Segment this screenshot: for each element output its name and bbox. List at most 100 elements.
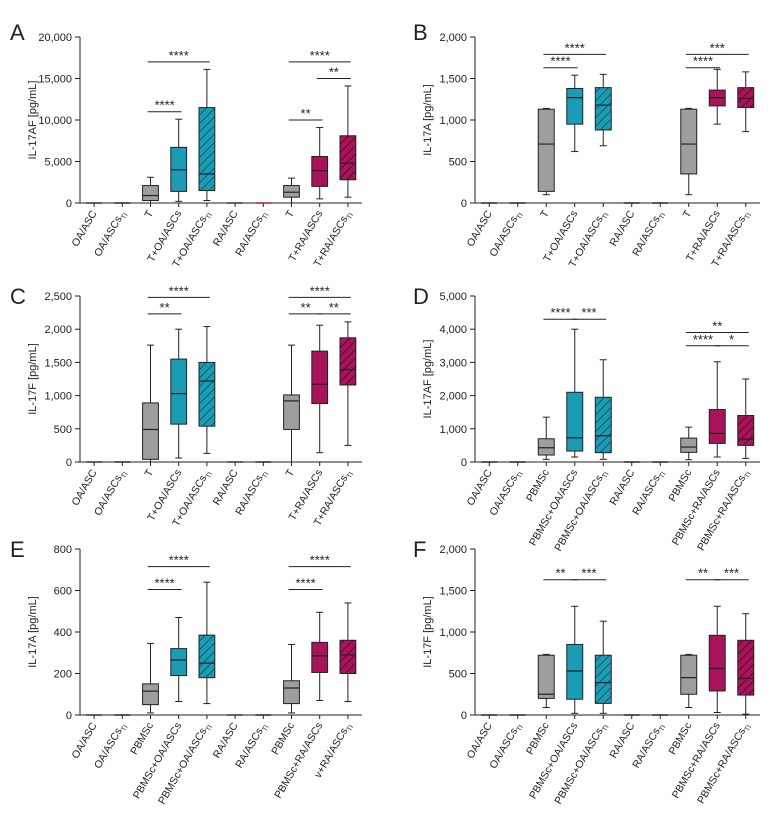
box-body — [283, 394, 300, 430]
box-3 — [537, 107, 555, 196]
x-tick-label: OA/ASC — [465, 720, 495, 761]
box-4 — [566, 74, 584, 153]
y-tick-label: 1,000 — [439, 627, 467, 639]
bracket-stars: * — [729, 332, 734, 347]
x-tick-label: RA/ASC — [607, 467, 637, 507]
bracket-stars: **** — [693, 54, 713, 69]
box-3 — [537, 653, 555, 709]
y-tick-label: 2,000 — [439, 544, 467, 556]
box-body — [680, 437, 698, 453]
box-9 — [708, 361, 726, 458]
x-tick-label: T — [142, 467, 156, 479]
box-body — [537, 654, 555, 699]
bracket-stars: **** — [169, 283, 189, 298]
significance-bracket: **** — [147, 553, 210, 568]
y-tick-label: 2,000 — [439, 391, 467, 403]
x-tick-label: PBMSc — [524, 468, 552, 504]
chart-panel-d: D 0 1,000 2,000 3,000 4,000 5,000 IL-17AF [pg/m… — [413, 284, 760, 554]
x-tick-label: PBMSc — [524, 721, 552, 757]
significance-bracket: * — [714, 332, 749, 347]
y-tick-label: 1,000 — [44, 391, 72, 403]
box-body — [339, 639, 357, 674]
significance-bracket: **** — [147, 48, 210, 63]
y-tick-label: 0 — [66, 710, 72, 722]
box-body — [198, 107, 216, 192]
significance-bracket: *** — [571, 566, 607, 581]
box-5 — [594, 620, 612, 714]
box-5 — [594, 73, 612, 147]
box-body — [566, 643, 584, 700]
bracket-stars: **** — [169, 553, 189, 568]
box-body — [594, 396, 612, 454]
y-axis-label: IL-17A [pg/mL] — [422, 84, 434, 156]
significance-bracket: **** — [288, 48, 351, 63]
box-3 — [142, 642, 159, 714]
box-body — [566, 391, 584, 452]
x-tick-label: PBMSc — [269, 721, 297, 757]
y-tick-label: 0 — [461, 198, 467, 210]
bracket-stars: *** — [724, 566, 739, 581]
y-tick-label: 1,000 — [439, 424, 467, 436]
box-4 — [170, 328, 188, 459]
box-body — [537, 438, 555, 456]
x-tick-label: PBMSc+OA/ASCsTI — [552, 720, 610, 807]
x-tick-label: OA/ASC — [69, 467, 99, 508]
bracket-stars: ** — [329, 65, 339, 80]
box-10 — [339, 602, 357, 703]
x-tick-label: RA/ASC — [211, 208, 241, 248]
significance-bracket: ** — [288, 300, 323, 315]
bracket-stars: **** — [693, 332, 713, 347]
y-tick-label: 20,000 — [38, 32, 72, 44]
y-tick-label: 0 — [461, 710, 467, 722]
significance-bracket: ** — [288, 106, 323, 121]
y-tick-label: 1,500 — [439, 74, 467, 86]
box-10 — [737, 71, 755, 133]
y-tick-label: 600 — [54, 586, 72, 598]
box-body — [594, 654, 612, 704]
chart-panel-b: B 0 500 1,000 1,500 2,000 IL-17A [pg/mL] OA/ASC… — [413, 20, 760, 271]
panel-label: B — [413, 20, 428, 45]
box-9 — [708, 605, 726, 714]
box-8 — [283, 344, 300, 463]
y-tick-label: 800 — [54, 544, 72, 556]
x-tick-label: RA/ASC — [211, 720, 241, 760]
box-body — [198, 634, 216, 679]
box-8 — [680, 107, 698, 196]
bracket-stars: *** — [581, 305, 596, 320]
y-tick-label: 5,000 — [439, 291, 467, 303]
box-10 — [737, 378, 755, 459]
box-10 — [339, 85, 357, 198]
y-tick-label: 2,500 — [44, 291, 72, 303]
x-tick-label: RA/ASC — [211, 467, 241, 507]
box-body — [680, 654, 698, 695]
box-body — [283, 680, 300, 705]
box-5 — [198, 68, 216, 202]
bracket-stars: **** — [310, 48, 330, 63]
y-tick-label: 0 — [66, 198, 72, 210]
box-3 — [142, 176, 159, 204]
x-tick-label: OA/ASC — [465, 208, 495, 249]
box-4 — [566, 605, 584, 714]
panel-label: A — [10, 20, 25, 45]
box-body — [198, 361, 216, 427]
box-8 — [283, 177, 300, 204]
y-tick-label: 0 — [66, 457, 72, 469]
box-5 — [594, 359, 612, 460]
box-8 — [680, 653, 698, 709]
x-tick-label: OA/ASC — [69, 208, 99, 249]
chart-panel-a: A 0 5,000 10,000 15,000 20,000 IL-17AF [pg/mL]… — [10, 20, 362, 271]
significance-bracket: ** — [316, 300, 351, 315]
box-3 — [142, 344, 159, 463]
x-tick-label: RA/ASC — [607, 208, 637, 248]
x-tick-label: T — [283, 208, 297, 220]
box-body — [339, 135, 357, 181]
y-tick-label: 4,000 — [439, 324, 467, 336]
box-4 — [566, 328, 584, 458]
x-tick-label: PBMSc+RA/ASCsTI — [695, 720, 753, 806]
box-10 — [339, 321, 357, 446]
box-body — [142, 402, 159, 460]
panel-label: E — [10, 537, 25, 562]
box-8 — [283, 643, 300, 714]
